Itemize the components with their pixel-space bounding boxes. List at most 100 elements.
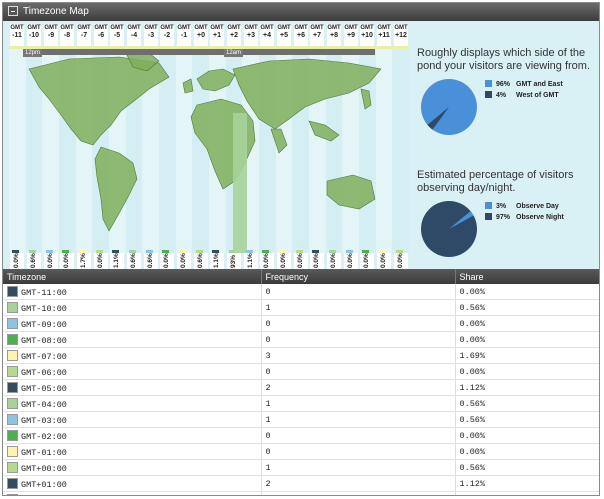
table-row[interactable]: GMT+01:00 2 1.12% <box>3 475 599 492</box>
timezone-swatch <box>7 285 18 297</box>
timezone-header-gmt: GMT <box>210 25 224 31</box>
timezone-name: GMT-10:00 <box>21 303 67 314</box>
timezone-header-gmt: GMT <box>177 25 191 31</box>
hemisphere-title: Roughly displays which side of the pond … <box>417 47 591 72</box>
frequency-cell: 1 <box>261 395 456 412</box>
timezone-header-gmt: GMT <box>10 25 24 31</box>
col-header-frequency[interactable]: Frequency <box>261 269 456 284</box>
timezone-cell: GMT+00:00 <box>3 459 262 476</box>
timezone-header: GMT -5 <box>110 24 124 46</box>
col-header-share[interactable]: Share <box>455 269 599 284</box>
share-cell: 92.70% <box>455 491 599 495</box>
frequency-cell: 0 <box>261 443 456 460</box>
frequency-cell: 0 <box>261 284 456 300</box>
share-cell: 0.00% <box>455 443 599 460</box>
timezone-percent: 0.0% <box>177 250 191 269</box>
table-row[interactable]: GMT-07:00 3 1.69% <box>3 347 599 364</box>
pie-slice-west-gmt <box>427 107 449 130</box>
timezone-color-marker <box>296 250 303 253</box>
timezone-color-marker <box>196 250 203 253</box>
col-header-timezone[interactable]: Timezone <box>3 269 262 284</box>
legend-item: 97% Observe Night <box>485 212 564 223</box>
timezone-header: GMT +2 <box>227 24 241 46</box>
timezone-percent: 0.0% <box>94 250 108 269</box>
timezone-cell: GMT+01:00 <box>3 475 262 492</box>
timezone-percent: 0.6% <box>144 250 158 269</box>
timezone-header: GMT +11 <box>377 24 391 46</box>
table-row[interactable]: GMT-01:00 0 0.00% <box>3 443 599 460</box>
timezone-percent-label: 0.0% <box>330 253 337 268</box>
timezone-percent-label: 0.0% <box>397 253 404 268</box>
timezone-header: GMT +12 <box>394 24 408 46</box>
panel-titlebar: Timezone Map <box>3 3 599 21</box>
timezone-band <box>25 49 43 253</box>
timezone-percent-label: 0.0% <box>347 253 354 268</box>
timezone-percent-label: 1.1% <box>113 253 120 268</box>
timezone-name: GMT+00:00 <box>21 463 67 474</box>
timezone-cell: GMT-08:00 <box>3 331 262 348</box>
collapse-icon[interactable] <box>8 6 18 16</box>
table-row[interactable]: GMT-05:00 2 1.12% <box>3 379 599 396</box>
table-row[interactable]: GMT+00:00 1 0.56% <box>3 459 599 476</box>
timezone-header-gmt: GMT <box>144 25 158 31</box>
timezone-header-offset: -2 <box>163 32 171 39</box>
timezone-header-offset: +4 <box>263 32 271 39</box>
timezone-header-gmt: GMT <box>360 25 374 31</box>
timezone-swatch <box>7 317 18 329</box>
timezone-cell: GMT-11:00 <box>3 284 262 300</box>
table-row[interactable]: GMT-06:00 0 0.00% <box>3 363 599 380</box>
share-cell: 0.00% <box>455 427 599 444</box>
timezone-header-offset: +12 <box>395 32 407 39</box>
hemisphere-legend: 96% GMT and East 4% West of GMT <box>485 79 563 101</box>
timezone-header: GMT +1 <box>210 24 224 46</box>
share-cell: 0.56% <box>455 459 599 476</box>
table-row[interactable]: GMT-03:00 1 0.56% <box>3 411 599 428</box>
timezone-header-offset: -6 <box>97 32 105 39</box>
timezone-header-offset: +5 <box>280 32 288 39</box>
timezone-percent-label: 1.7% <box>80 253 87 268</box>
timezone-swatch <box>7 301 18 313</box>
legend-swatch <box>485 80 492 87</box>
timezone-header-offset: +8 <box>330 32 338 39</box>
timezone-color-marker <box>229 250 236 253</box>
daynight-title: Estimated percentage of visitors observi… <box>417 169 574 194</box>
table-row[interactable]: GMT-11:00 0 0.00% <box>3 284 599 300</box>
table-row[interactable]: GMT-02:00 0 0.00% <box>3 427 599 444</box>
day-night-bar <box>37 49 375 55</box>
legend-value: 96% <box>496 81 511 88</box>
timezone-name: GMT-06:00 <box>21 367 67 378</box>
highlight-band <box>233 113 247 253</box>
table-row[interactable]: GMT+02:00 16592.70% <box>3 491 599 495</box>
timezone-percent: 93% <box>227 250 241 269</box>
timezone-color-marker <box>112 250 119 253</box>
timezone-cell: GMT-06:00 <box>3 363 262 380</box>
timezone-header: GMT -10 <box>27 24 41 46</box>
timezone-header-offset: -1 <box>180 32 188 39</box>
timezone-percent: 0.0% <box>44 250 58 269</box>
legend-item: 4% West of GMT <box>485 90 563 101</box>
timezone-swatch <box>7 477 18 489</box>
table-row[interactable]: GMT-04:00 1 0.56% <box>3 395 599 412</box>
timezone-header-offset: +10 <box>361 32 373 39</box>
timezone-percent-label: 0.0% <box>180 253 187 268</box>
timezone-header-offset: +11 <box>378 32 390 39</box>
timezone-percent-label: 0.0% <box>380 253 387 268</box>
timezone-header-offset: -10 <box>28 32 40 39</box>
timezone-percent-label: 1.1% <box>213 253 220 268</box>
timezone-swatch <box>7 349 18 361</box>
timezone-color-marker <box>379 250 386 253</box>
timezone-header-gmt: GMT <box>44 25 58 31</box>
noon-label: 12pm <box>23 49 43 57</box>
table-row[interactable]: GMT-10:00 1 0.56% <box>3 299 599 316</box>
table-row[interactable]: GMT-08:00 0 0.00% <box>3 331 599 348</box>
table-row[interactable]: GMT-09:00 0 0.00% <box>3 315 599 332</box>
world-map-continents <box>28 52 382 232</box>
timezone-swatch <box>7 381 18 393</box>
timezone-cell: GMT-01:00 <box>3 443 262 460</box>
timezone-header: GMT -11 <box>10 24 24 46</box>
world-map <box>9 49 409 253</box>
timezone-band <box>9 49 26 253</box>
legend-value: 4% <box>496 92 507 99</box>
share-cell: 1.12% <box>455 475 599 492</box>
legend-label: Observe Day <box>516 203 559 210</box>
